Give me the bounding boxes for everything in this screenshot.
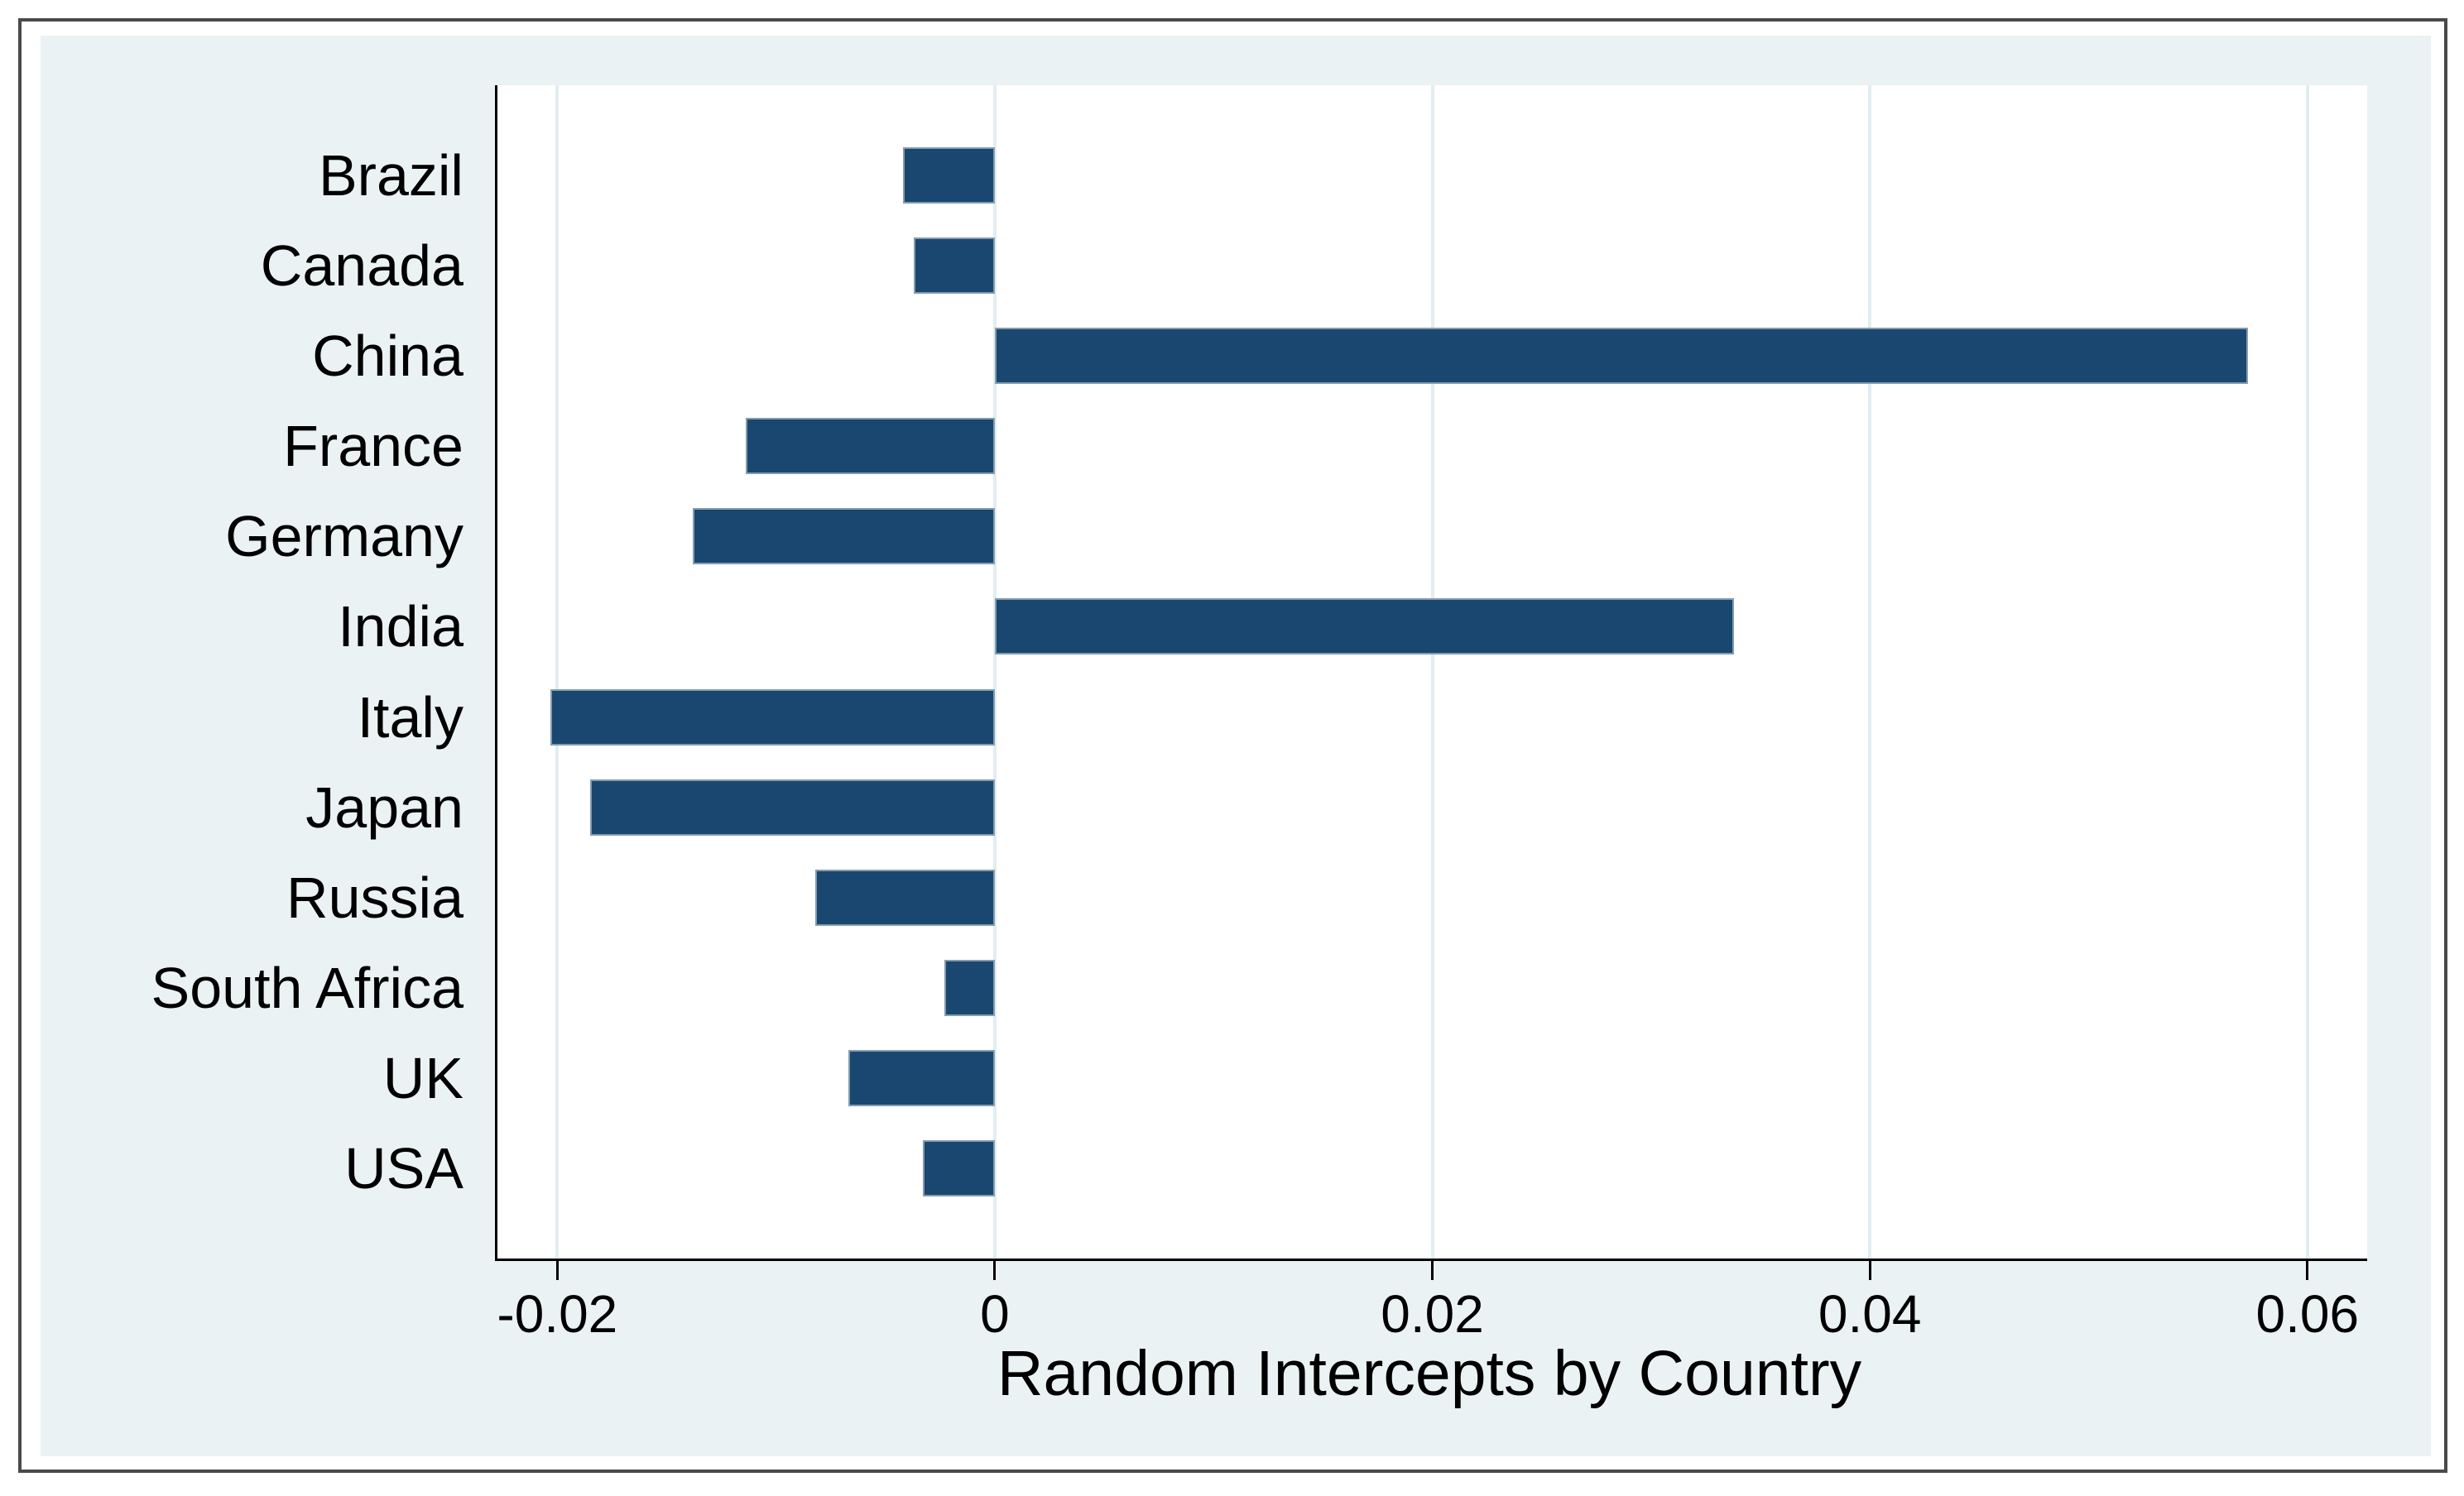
category-label: UK <box>382 1045 464 1110</box>
bar <box>922 1139 995 1196</box>
gridline <box>992 85 997 1259</box>
x-axis-title: Random Intercepts by Country <box>997 1338 1862 1409</box>
category-label: South Africa <box>151 955 464 1020</box>
x-tick <box>2306 1259 2309 1280</box>
gridline <box>1868 85 1872 1259</box>
x-tick-label: 0.06 <box>2255 1284 2360 1344</box>
bar <box>815 869 995 926</box>
category-label: Italy <box>357 684 464 750</box>
bar <box>589 779 995 836</box>
bar <box>994 598 1735 655</box>
category-label: India <box>338 594 464 659</box>
x-tick-label: -0.02 <box>497 1284 618 1344</box>
bar <box>550 688 995 746</box>
bar <box>745 418 995 475</box>
x-tick-label: 0.02 <box>1381 1284 1484 1344</box>
category-label: Russia <box>286 865 464 930</box>
gridline <box>555 85 560 1259</box>
gridline <box>2305 85 2309 1259</box>
category-label: Canada <box>260 233 464 299</box>
category-label: China <box>312 324 464 389</box>
bar <box>902 147 995 204</box>
x-tick-label: 0 <box>980 1284 1010 1344</box>
category-label: Germany <box>225 504 464 569</box>
category-label: USA <box>344 1135 464 1201</box>
bar <box>914 237 995 295</box>
category-label: France <box>283 414 464 479</box>
x-tick <box>1868 1259 1871 1280</box>
x-tick <box>993 1259 997 1280</box>
x-tick <box>555 1259 559 1280</box>
bar <box>693 508 995 565</box>
figure-frame <box>18 18 2447 1473</box>
category-label: Brazil <box>318 143 464 209</box>
x-tick <box>1431 1259 1434 1280</box>
category-label: Japan <box>305 774 464 840</box>
bar <box>944 959 995 1016</box>
x-tick-label: 0.04 <box>1818 1284 1922 1344</box>
bar <box>848 1049 995 1106</box>
bar <box>994 328 2249 385</box>
gridline <box>1430 85 1434 1259</box>
